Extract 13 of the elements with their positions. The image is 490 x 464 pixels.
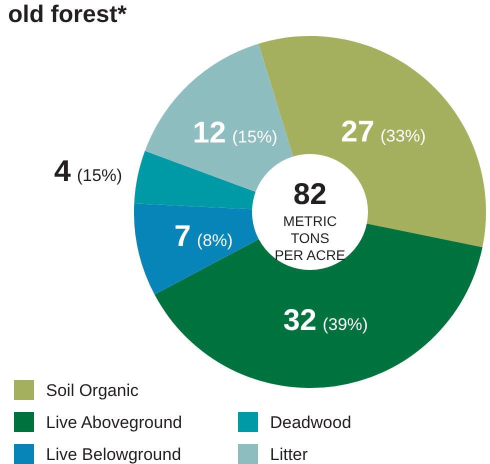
- data-label: 7 (8%): [174, 220, 233, 253]
- text: METRIC TONS PER ACRE: [274, 213, 346, 263]
- chart-title: old forest*: [8, 1, 128, 28]
- legend-label: Soil Organic: [46, 381, 140, 400]
- legend-label: Litter: [270, 445, 308, 464]
- legend-label: Live Belowground: [46, 445, 182, 464]
- data-label: 32 (39%): [283, 304, 368, 337]
- data-label: 27 (33%): [341, 115, 426, 148]
- legend-label: Live Aboveground: [46, 413, 182, 432]
- text: 82: [293, 178, 327, 211]
- data-label: 12 (15%): [192, 116, 278, 150]
- data-label: 4 (15%): [54, 154, 122, 188]
- legend-label: Deadwood: [270, 413, 352, 432]
